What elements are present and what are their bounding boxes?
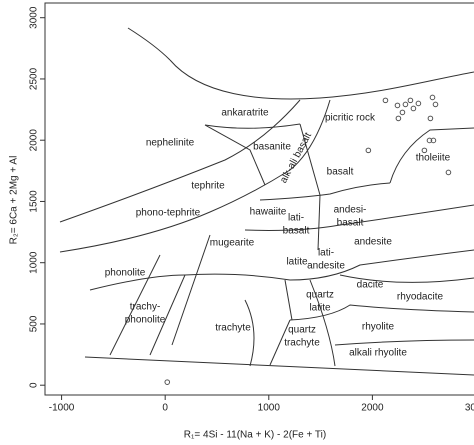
- field-label: tephrite: [191, 181, 225, 192]
- point: [164, 379, 171, 385]
- point: [395, 115, 402, 122]
- field-label: phono-tephrite: [136, 208, 201, 219]
- point: [407, 97, 414, 104]
- field-label: dacite: [357, 280, 384, 291]
- field-label: quartz: [288, 325, 316, 336]
- x-tick-label: 0: [162, 403, 168, 414]
- point: [402, 101, 409, 108]
- point: [430, 137, 437, 144]
- field-label: alkali rhyolite: [349, 348, 407, 359]
- point: [427, 115, 434, 122]
- field-label: andesite: [354, 237, 392, 248]
- field-label: latite: [309, 303, 331, 314]
- field-label: tholeiite: [416, 153, 451, 164]
- point: [426, 137, 433, 144]
- y-axis-label: R₂= 6Ca + 2Mg + Al: [9, 156, 20, 245]
- x-tick-label: -1000: [49, 403, 75, 414]
- plot-frame: [44, 2, 474, 396]
- field-label: trachyte: [284, 338, 320, 349]
- y-tick-label: 500: [29, 315, 40, 332]
- point: [410, 105, 417, 112]
- field-label: quartz: [306, 290, 334, 301]
- point: [445, 169, 452, 176]
- field-label: phonolite: [105, 268, 146, 279]
- field-label: andesite: [307, 261, 345, 272]
- y-tick-label: 1000: [29, 251, 40, 274]
- field-label: hawaiite: [250, 207, 287, 218]
- point: [399, 109, 406, 116]
- field-label: trachyte: [215, 323, 251, 334]
- field-label: ankaratrite: [221, 108, 269, 119]
- field-label: basalt: [337, 218, 364, 229]
- x-tick-label: 3000: [465, 403, 474, 414]
- field-label: trachy-: [130, 302, 161, 313]
- field-label: latite: [286, 257, 308, 268]
- field-label: basalt: [283, 226, 310, 237]
- field-label: nephelinite: [146, 138, 195, 149]
- field-label: phonolite: [125, 315, 166, 326]
- field-label: alk-ali basalt: [278, 131, 314, 185]
- field-label: rhyolite: [362, 322, 395, 333]
- x-axis-label: R₁= 4Si - 11(Na + K) - 2(Fe + Ti): [184, 430, 326, 441]
- point: [394, 102, 401, 109]
- point: [432, 101, 439, 108]
- field-label: rhyodacite: [397, 292, 444, 303]
- x-tick-label: 2000: [361, 403, 384, 414]
- y-tick-label: 3000: [29, 6, 40, 29]
- point: [429, 94, 436, 101]
- field-boundaries: [59, 27, 474, 376]
- y-tick-label: 0: [29, 382, 40, 388]
- point: [421, 147, 428, 154]
- point: [415, 100, 422, 107]
- field-label: andesi-: [334, 205, 367, 216]
- field-label: mugearite: [210, 238, 255, 249]
- y-tick-label: 2500: [29, 67, 40, 90]
- point: [382, 97, 389, 104]
- field-label: lati-: [288, 213, 304, 224]
- x-tick-label: 1000: [258, 403, 281, 414]
- y-tick-label: 1500: [29, 190, 40, 213]
- point: [365, 147, 372, 154]
- field-label: lati-: [318, 248, 334, 259]
- y-tick-label: 2000: [29, 129, 40, 152]
- field-label: picritic rock: [325, 113, 376, 124]
- field-label: basanite: [253, 142, 291, 153]
- field-label: basalt: [327, 167, 354, 178]
